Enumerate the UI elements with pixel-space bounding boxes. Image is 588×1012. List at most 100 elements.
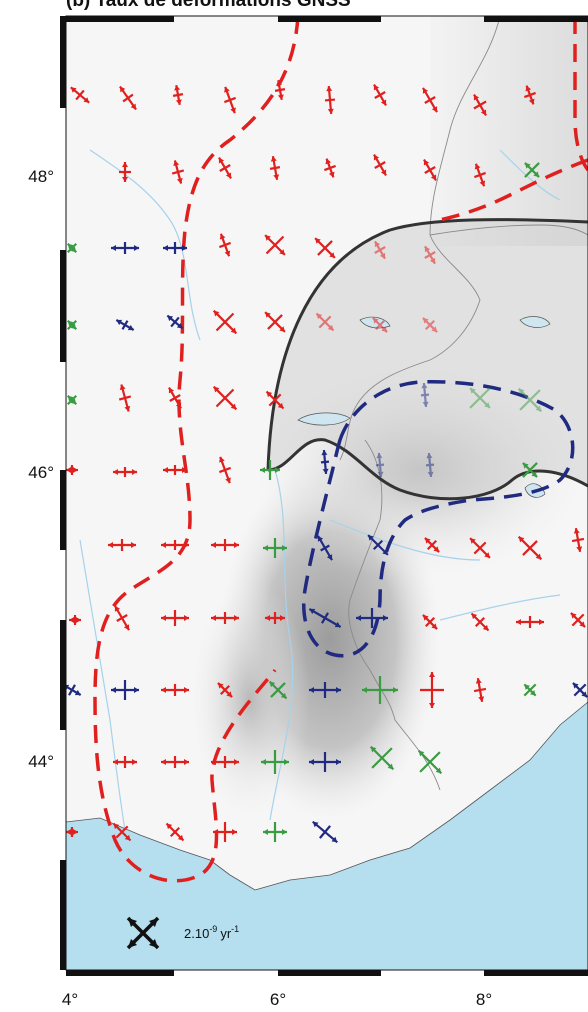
strain-rate-cross: [570, 612, 586, 628]
mediterranean-sea: [66, 702, 588, 970]
strain-rate-cross: [66, 827, 78, 837]
strain-rate-cross: [469, 537, 491, 559]
map-title: (b) Taux de déformations GNSS: [66, 0, 351, 11]
strain-rate-cross: [211, 756, 239, 768]
strain-rate-cross: [218, 233, 232, 257]
strain-rate-cross: [108, 539, 136, 551]
scale-label: 2.10-9 yr-1: [184, 924, 239, 941]
strain-rate-cross: [265, 612, 285, 624]
strain-rate-cross: [356, 608, 388, 628]
strain-rate-cross: [264, 234, 286, 256]
strain-rate-cross: [423, 159, 437, 181]
strain-rate-cross: [524, 162, 540, 178]
strain-rate-cross: [572, 682, 588, 698]
strain-rate-cross: [218, 456, 232, 484]
strain-rate-cross: [373, 84, 387, 106]
strain-rate-cross: [265, 390, 285, 410]
strain-rate-cross: [217, 682, 233, 698]
strain-rate-cross: [516, 616, 544, 628]
strain-rate-cross: [372, 317, 388, 333]
strain-rate-cross: [212, 385, 238, 411]
strain-rate-cross: [171, 160, 185, 184]
strain-rate-cross: [163, 465, 187, 475]
strain-rate-cross: [324, 85, 336, 115]
strain-rate-cross: [473, 94, 487, 116]
strain-rate-cross: [66, 465, 78, 475]
strain-rate-cross: [469, 387, 491, 409]
strain-rate-cross: [172, 84, 184, 106]
map-panel: 2.10-9 yr-1: [66, 16, 588, 970]
strain-rate-cross: [263, 822, 287, 842]
strain-rate-cross: [263, 538, 287, 558]
strain-rate-cross: [367, 534, 389, 556]
y-tick-label: 48°: [28, 167, 54, 186]
strain-rate-cross: [163, 242, 187, 254]
strain-rate-cross: [369, 745, 395, 771]
strain-rate-cross: [119, 85, 137, 111]
strain-rate-cross: [113, 756, 137, 768]
strain-rate-cross: [523, 683, 537, 697]
strain-rate-cross: [212, 309, 238, 335]
strain-rate-cross: [269, 155, 281, 181]
map-frame: [60, 15, 588, 976]
strain-rate-cross: [111, 242, 139, 254]
strain-rate-cross: [119, 162, 131, 182]
strain-rate-cross: [211, 539, 239, 551]
strain-rate-cross: [66, 394, 78, 406]
jura-relief: [430, 16, 588, 246]
coastline: [66, 701, 588, 891]
strain-rate-cross: [223, 86, 237, 114]
strain-rate-cross: [166, 314, 184, 330]
rivers: [79, 149, 561, 831]
strain-rate-cross: [523, 85, 537, 105]
strain-rate-cross: [260, 460, 280, 480]
strain-rate-cross: [66, 319, 78, 331]
strain-rate-cross: [114, 605, 130, 631]
strain-rate-cross: [517, 535, 543, 561]
strain-rate-cross: [161, 540, 189, 550]
blue-dashed-contour: [302, 379, 575, 658]
strain-rate-cross: [218, 157, 232, 179]
strain-rate-cross: [424, 537, 440, 553]
strain-rate-cross: [70, 86, 90, 104]
strain-rate-cross: [264, 311, 286, 333]
strain-rate-cross: [517, 387, 543, 413]
strain-rate-cross: [69, 615, 81, 625]
strain-rate-cross: [374, 240, 386, 260]
strain-rate-cross: [308, 608, 342, 628]
strain-rate-cross: [422, 614, 438, 630]
strain-rate-cross: [112, 822, 132, 842]
strain-rate-cross: [66, 242, 78, 254]
strain-rate-cross: [213, 822, 237, 842]
strain-rate-cross: [118, 384, 132, 412]
x-tick-label: 8°: [476, 990, 492, 1009]
x-tick-label: 6°: [270, 990, 286, 1009]
strain-rate-cross: [111, 680, 139, 700]
strain-rate-cross: [113, 467, 137, 477]
strain-rate-cross: [373, 154, 387, 176]
strain-rate-cross: [420, 382, 430, 408]
y-tick-label: 46°: [28, 463, 54, 482]
strain-rate-cross: [261, 750, 289, 774]
strain-rate-cross: [211, 612, 239, 624]
red-dashed-contour-ne: [439, 158, 588, 222]
strain-rate-cross: [571, 527, 585, 553]
strain-rate-cross: [417, 749, 443, 775]
strain-rate-cross: [362, 676, 398, 704]
strain-rate-cross: [312, 820, 338, 844]
strain-rate-cross: [274, 79, 286, 101]
strain-rate-cross: [168, 387, 182, 409]
strain-rate-cross: [470, 612, 490, 632]
strain-rate-cross: [422, 87, 438, 113]
strain-rate-cross: [420, 672, 444, 708]
strain-rate-cross: [315, 312, 335, 332]
borders: [339, 16, 588, 791]
strain-rate-cross: [161, 684, 189, 696]
strain-rate-cross: [268, 680, 288, 700]
strain-rate-cross: [165, 822, 185, 842]
x-tick-label: 4°: [62, 990, 78, 1009]
strain-rate-cross: [309, 752, 341, 772]
strain-rate-cross: [473, 163, 487, 187]
strain-rate-cross: [375, 452, 385, 478]
